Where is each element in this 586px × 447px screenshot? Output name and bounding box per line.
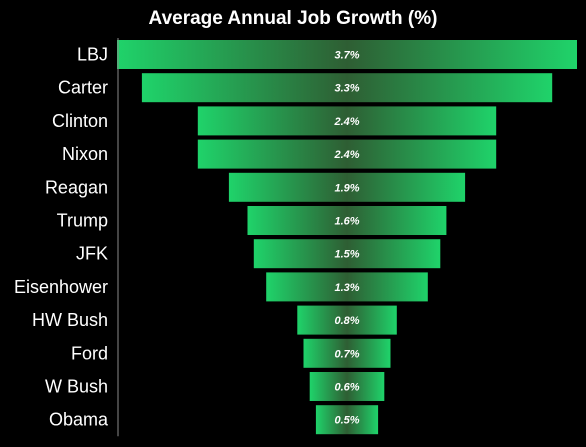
- bar-carter: [141, 73, 553, 103]
- category-label: Reagan: [45, 177, 108, 197]
- category-label: Carter: [58, 78, 108, 98]
- bar-ford: [303, 338, 391, 368]
- bar-obama: [315, 405, 379, 435]
- category-label: Nixon: [62, 144, 108, 164]
- data-label: 1.6%: [334, 216, 359, 228]
- bar-eisenhower: [266, 272, 428, 302]
- bar-hw-bush: [297, 305, 397, 335]
- data-label: 1.9%: [334, 182, 359, 194]
- data-label: 3.3%: [334, 83, 359, 95]
- bar-lbj: [117, 40, 577, 69]
- category-label: HW Bush: [32, 310, 108, 330]
- data-label: 3.7%: [334, 50, 359, 62]
- data-label: 0.7%: [334, 348, 359, 360]
- bar-trump: [247, 206, 447, 235]
- category-label: W Bush: [45, 377, 108, 397]
- category-label: Clinton: [52, 111, 108, 131]
- bar-clinton: [197, 106, 497, 136]
- data-label: 2.4%: [333, 149, 359, 161]
- category-label: Trump: [57, 211, 108, 231]
- category-label: JFK: [76, 244, 108, 264]
- bar-jfk: [253, 239, 441, 269]
- data-label: 2.4%: [333, 116, 359, 128]
- data-label: 0.6%: [334, 382, 359, 394]
- data-label: 1.3%: [334, 282, 359, 294]
- bar-reagan: [228, 172, 466, 202]
- category-label: Ford: [71, 343, 108, 363]
- category-label: Eisenhower: [14, 277, 108, 297]
- category-label: LBJ: [77, 45, 108, 65]
- data-label: 0.8%: [334, 315, 359, 327]
- bar-nixon: [197, 139, 497, 169]
- bar-w-bush: [309, 372, 385, 401]
- data-label: 1.5%: [334, 249, 359, 261]
- category-label: Obama: [49, 410, 109, 430]
- chart-title: Average Annual Job Growth (%): [148, 8, 438, 29]
- data-label: 0.5%: [334, 415, 359, 427]
